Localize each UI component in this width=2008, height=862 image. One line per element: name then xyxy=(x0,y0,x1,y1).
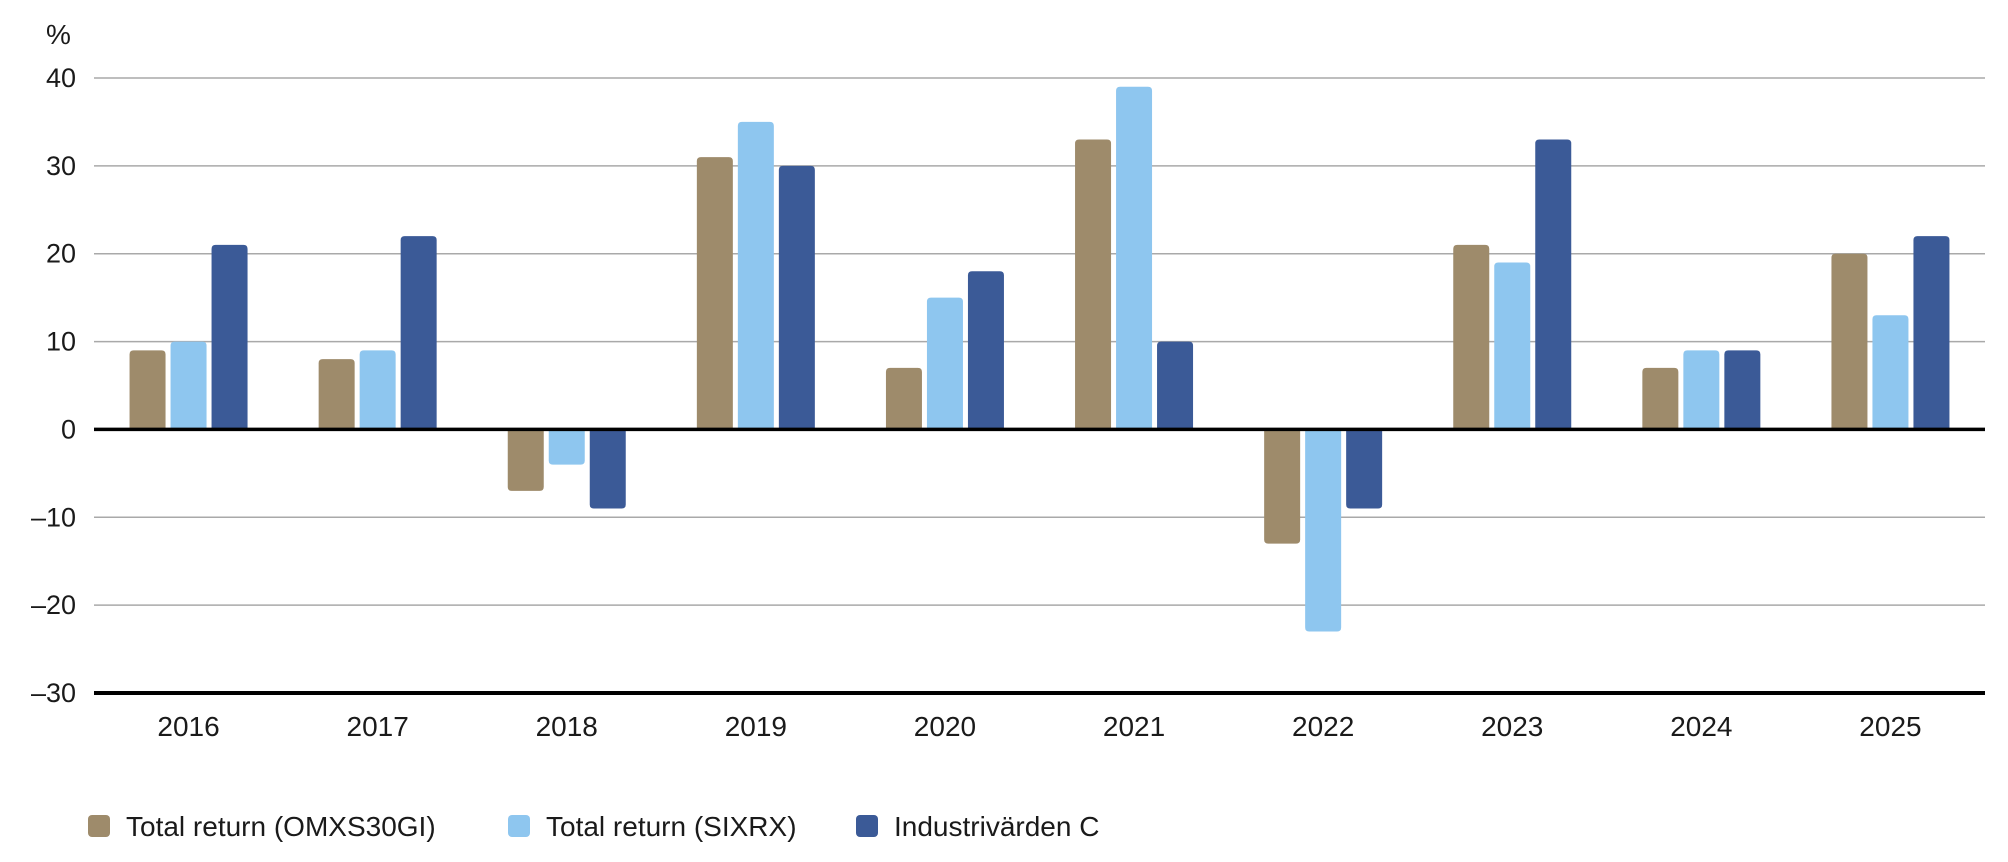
legend: Total return (OMXS30GI) Total return (SIX… xyxy=(88,811,1099,842)
legend-swatch xyxy=(88,815,110,837)
x-tick-label: 2019 xyxy=(725,711,787,742)
bar-2023-series-1 xyxy=(1453,244,1490,430)
bar-2016-series-2 xyxy=(170,341,207,430)
axes xyxy=(94,427,1985,695)
x-tick-label: 2023 xyxy=(1481,711,1543,742)
bar-2018-series-1 xyxy=(507,429,544,491)
x-tick-label: 2025 xyxy=(1859,711,1921,742)
bar-2022-series-1 xyxy=(1264,429,1301,544)
bar-2016-series-3 xyxy=(211,244,248,430)
bar-2022-series-2 xyxy=(1305,429,1342,632)
bar-2025-series-1 xyxy=(1831,253,1868,430)
y-tick-label: 10 xyxy=(46,327,76,357)
y-tick-label: 40 xyxy=(46,63,76,93)
bar-2024-series-3 xyxy=(1724,350,1761,430)
bar-2019-series-1 xyxy=(696,157,733,430)
y-tick-label: –10 xyxy=(31,502,76,532)
y-tick-label: 0 xyxy=(61,414,76,444)
bar-2022-series-3 xyxy=(1346,429,1383,509)
bar-2020-series-3 xyxy=(967,271,1004,430)
x-tick-label: 2017 xyxy=(347,711,409,742)
bar-2024-series-2 xyxy=(1683,350,1720,430)
bar-2025-series-3 xyxy=(1913,236,1950,430)
x-tick-label: 2024 xyxy=(1670,711,1732,742)
y-tick-label: 30 xyxy=(46,151,76,181)
x-tick-label: 2016 xyxy=(157,711,219,742)
x-tick-label: 2021 xyxy=(1103,711,1165,742)
x-tick-label: 2020 xyxy=(914,711,976,742)
x-axis-ticks: 2016 2017 2018 2019 2020 2021 2022 2023 2024 2025 xyxy=(157,711,1921,742)
bar-2016-series-1 xyxy=(129,350,166,430)
bar-2021-series-3 xyxy=(1157,341,1194,430)
bar-2021-series-1 xyxy=(1075,139,1112,430)
bar-2020-series-2 xyxy=(926,297,963,430)
x-tick-label: 2018 xyxy=(536,711,598,742)
y-tick-label: –20 xyxy=(31,590,76,620)
legend-label: Total return (SIXRX) xyxy=(546,811,797,842)
bar-2020-series-1 xyxy=(885,367,922,430)
bar-2023-series-3 xyxy=(1535,139,1572,430)
bar-2019-series-3 xyxy=(778,165,815,430)
bar-2021-series-2 xyxy=(1116,86,1153,430)
bar-2017-series-1 xyxy=(318,359,355,430)
bar-2024-series-1 xyxy=(1642,367,1679,430)
bar-2023-series-2 xyxy=(1494,262,1531,430)
bars xyxy=(129,86,1950,632)
y-tick-label: 20 xyxy=(46,239,76,269)
bar-2017-series-3 xyxy=(400,236,437,430)
bar-2018-series-3 xyxy=(589,429,626,509)
bar-2019-series-2 xyxy=(737,121,774,430)
legend-swatch xyxy=(508,815,530,837)
y-tick-label: –30 xyxy=(31,678,76,708)
gridlines xyxy=(94,77,1985,606)
bar-2017-series-2 xyxy=(359,350,396,430)
legend-label: Industrivärden C xyxy=(894,811,1099,842)
legend-swatch xyxy=(856,815,878,837)
bar-2025-series-2 xyxy=(1872,315,1909,430)
y-axis-ticks: 40 30 20 10 0 –10 –20 –30 xyxy=(31,63,76,708)
bar-2018-series-2 xyxy=(548,429,585,465)
x-tick-label: 2022 xyxy=(1292,711,1354,742)
y-axis-unit-label: % xyxy=(46,19,71,50)
legend-label: Total return (OMXS30GI) xyxy=(126,811,436,842)
